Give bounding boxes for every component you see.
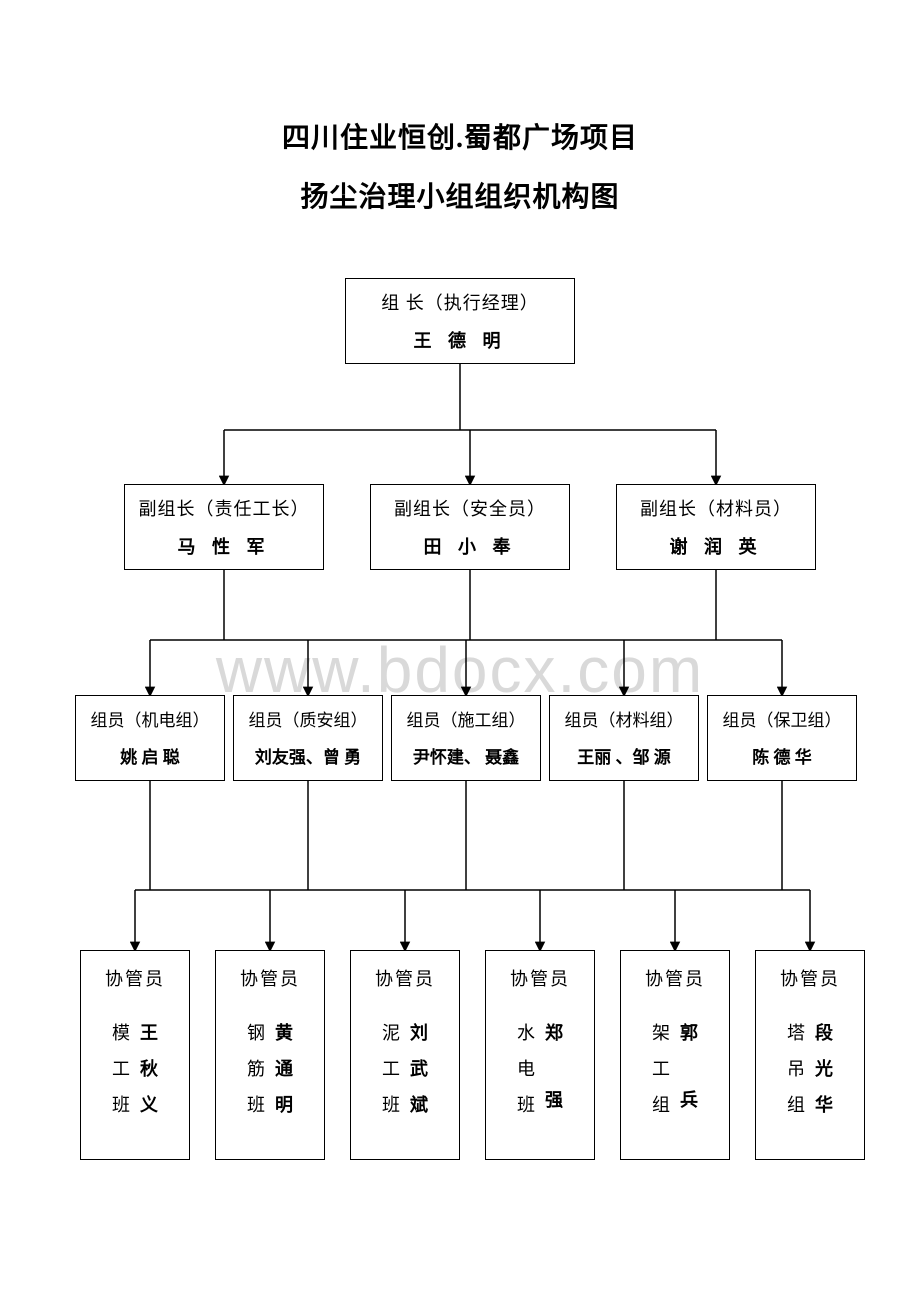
node-role: 组 长（执行经理） xyxy=(346,279,574,321)
node-role: 协管员 xyxy=(222,965,318,991)
node-body: 模工班 王秋义 xyxy=(87,1019,183,1117)
node-assistant-3: 协管员 水电班 郑 强 xyxy=(485,950,595,1160)
node-role: 协管员 xyxy=(492,965,588,991)
node-leader: 组 长（执行经理） 王 德 明 xyxy=(345,278,575,364)
node-name: 王丽 、邹 源 xyxy=(550,737,698,780)
node-role: 协管员 xyxy=(627,965,723,991)
node-body: 钢筋班 黄通明 xyxy=(222,1019,318,1117)
node-body: 泥工班 刘武斌 xyxy=(357,1019,453,1117)
node-name: 马 性 军 xyxy=(125,527,323,571)
node-assistant-4: 协管员 架工组 郭 兵 xyxy=(620,950,730,1160)
node-role: 副组长（材料员） xyxy=(617,485,815,527)
node-role: 组员（施工组） xyxy=(392,696,540,737)
node-body: 水电班 郑 强 xyxy=(492,1019,588,1117)
node-deputy-2: 副组长（材料员） 谢 润 英 xyxy=(616,484,816,570)
node-name: 田 小 奉 xyxy=(371,527,569,571)
page-title: 四川住业恒创.蜀都广场项目 扬尘治理小组组织机构图 xyxy=(0,0,920,228)
node-name: 陈 德 华 xyxy=(708,737,856,780)
node-assistant-0: 协管员 模工班 王秋义 xyxy=(80,950,190,1160)
node-deputy-0: 副组长（责任工长） 马 性 军 xyxy=(124,484,324,570)
node-member-0: 组员（机电组） 姚 启 聪 xyxy=(75,695,225,781)
node-role: 副组长（责任工长） xyxy=(125,485,323,527)
node-role: 协管员 xyxy=(87,965,183,991)
title-line1: 四川住业恒创.蜀都广场项目 xyxy=(0,110,920,169)
node-body: 架工组 郭 兵 xyxy=(627,1019,723,1117)
node-role: 副组长（安全员） xyxy=(371,485,569,527)
node-role: 组员（材料组） xyxy=(550,696,698,737)
node-body: 塔吊组 段光华 xyxy=(762,1019,858,1117)
title-line2: 扬尘治理小组组织机构图 xyxy=(0,169,920,228)
node-name: 谢 润 英 xyxy=(617,527,815,571)
node-role: 协管员 xyxy=(357,965,453,991)
node-name: 王 德 明 xyxy=(346,321,574,365)
node-role: 协管员 xyxy=(762,965,858,991)
node-assistant-1: 协管员 钢筋班 黄通明 xyxy=(215,950,325,1160)
node-member-4: 组员（保卫组） 陈 德 华 xyxy=(707,695,857,781)
node-assistant-2: 协管员 泥工班 刘武斌 xyxy=(350,950,460,1160)
node-name: 尹怀建、 聂鑫 xyxy=(392,737,540,780)
node-deputy-1: 副组长（安全员） 田 小 奉 xyxy=(370,484,570,570)
node-name: 刘友强、曾 勇 xyxy=(234,737,382,780)
node-member-2: 组员（施工组） 尹怀建、 聂鑫 xyxy=(391,695,541,781)
node-role: 组员（机电组） xyxy=(76,696,224,737)
node-name: 姚 启 聪 xyxy=(76,737,224,780)
node-role: 组员（质安组） xyxy=(234,696,382,737)
node-role: 组员（保卫组） xyxy=(708,696,856,737)
node-member-3: 组员（材料组） 王丽 、邹 源 xyxy=(549,695,699,781)
node-assistant-5: 协管员 塔吊组 段光华 xyxy=(755,950,865,1160)
node-member-1: 组员（质安组） 刘友强、曾 勇 xyxy=(233,695,383,781)
